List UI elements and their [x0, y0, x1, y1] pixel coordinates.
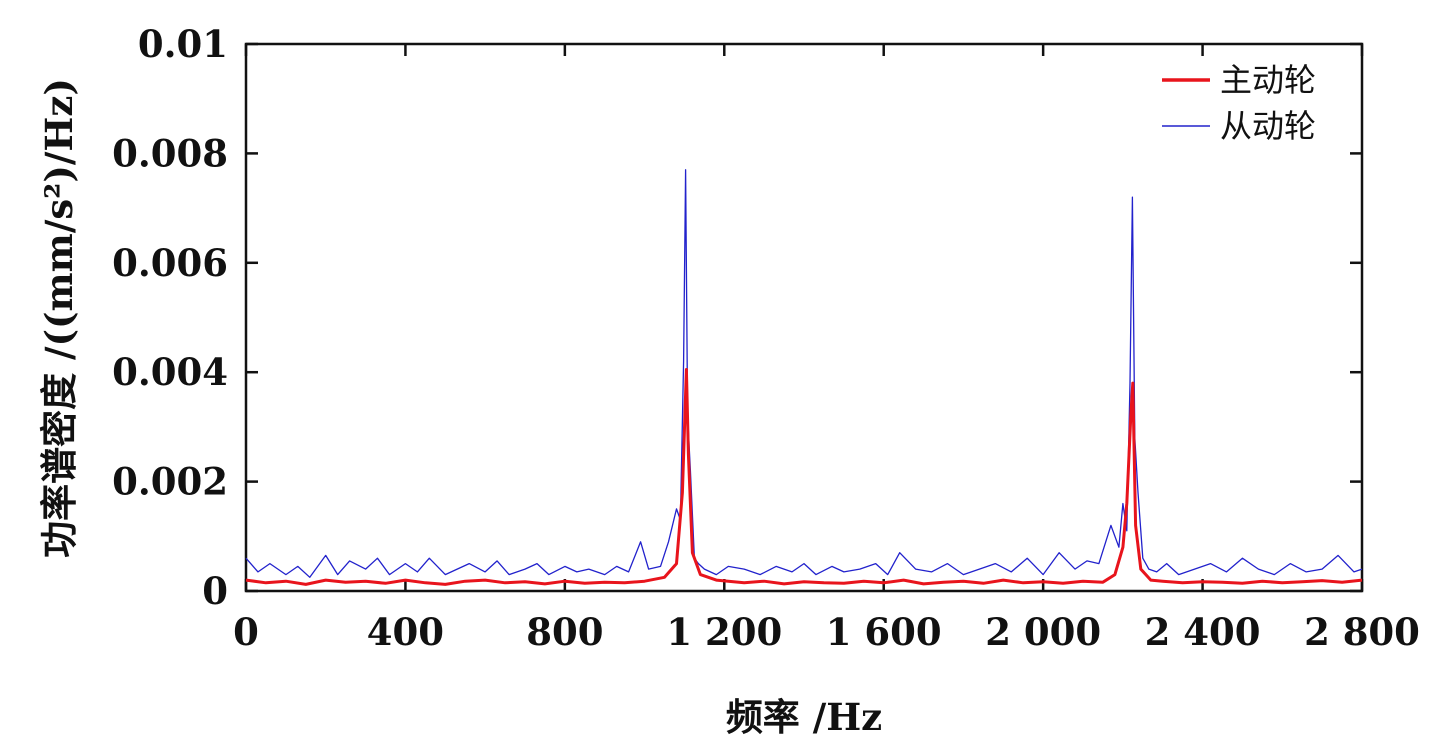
- axis-ticks: [244, 42, 1364, 593]
- series-lines: [245, 169, 1363, 586]
- legend-label-driving: 主动轮: [1220, 61, 1316, 99]
- y-tick-labels: 0 0.002 0.004 0.006 0.008 0.01: [112, 22, 228, 613]
- y-tick-label-0: 0: [202, 569, 228, 613]
- series-line-0: [245, 368, 1363, 586]
- x-tick-label-0: 0: [233, 610, 259, 654]
- x-tick-label-6: 2 400: [1145, 610, 1261, 654]
- series-line-1: [245, 169, 1363, 578]
- y-tick-label-2: 0.004: [112, 350, 228, 394]
- plot-frame: [244, 42, 1364, 593]
- x-tick-label-7: 2 800: [1304, 610, 1420, 654]
- y-tick-label-1: 0.002: [112, 460, 228, 504]
- x-tick-label-4: 1 600: [826, 610, 942, 654]
- legend-label-driven: 从动轮: [1220, 107, 1316, 145]
- y-tick-label-3: 0.006: [112, 241, 228, 285]
- y-axis-label: 功率谱密度 /((mm/s²)/Hz): [37, 78, 81, 558]
- legend: 主动轮 从动轮: [1162, 61, 1316, 145]
- x-tick-label-1: 400: [367, 610, 444, 654]
- x-tick-labels: 0 400 800 1 200 1 600 2 000 2 400 2 800: [233, 610, 1420, 654]
- x-tick-label-5: 2 000: [985, 610, 1101, 654]
- x-axis-label: 频率 /Hz: [726, 695, 882, 739]
- x-tick-label-3: 1 200: [666, 610, 782, 654]
- x-tick-label-2: 800: [526, 610, 603, 654]
- y-tick-label-5: 0.01: [138, 22, 228, 66]
- y-tick-label-4: 0.008: [112, 131, 228, 175]
